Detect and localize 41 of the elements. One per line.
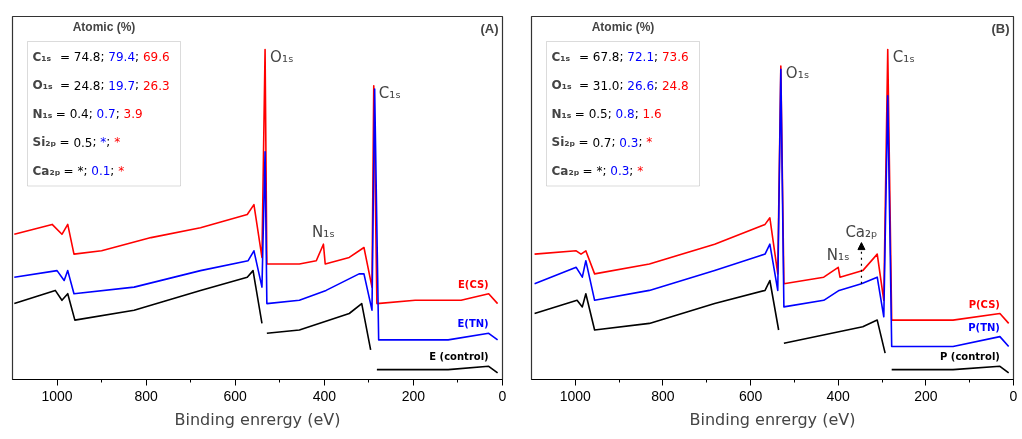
annotation: Ca₂ₚ= *; 0.1; *: [32, 163, 125, 179]
x-axis-title: Binding enrergy (eV): [174, 409, 341, 429]
x-tick-label: 0: [498, 387, 507, 404]
text: (A): [480, 20, 499, 36]
x-tick-label: 400: [312, 387, 337, 404]
x-tick-label: 1000: [559, 387, 592, 404]
annotation: Ca₂ₚ= *; 0.3; *: [551, 163, 644, 179]
x-tick-label: 800: [651, 387, 675, 404]
annotation: O₁ₛ = 24.8; 19.7; 26.3: [32, 78, 170, 93]
series-label: P (control): [940, 351, 1000, 363]
x-tick-label: 200: [914, 387, 938, 404]
annotation: C₁ₛ: [378, 83, 401, 102]
x-tick-label: 200: [401, 387, 426, 404]
annotation: C₁ₛ = 74.8; 79.4; 69.6: [32, 49, 170, 65]
series-label: E (control): [429, 351, 489, 363]
annotation: C₁ₛ: [892, 47, 915, 66]
text: Atomic (%): [72, 19, 136, 34]
x-tick-label: 800: [134, 387, 159, 404]
text: Atomic (%): [591, 19, 655, 34]
annotation: N₁ₛ: [312, 223, 335, 242]
series-label: P(TN): [968, 321, 1000, 333]
annotation: N₁ₛ= 0.5; 0.8; 1.6: [551, 106, 662, 122]
series-label: E(CS): [457, 278, 489, 290]
series-label: P(CS): [968, 298, 1000, 310]
text: (B): [991, 20, 1010, 36]
x-tick-label: 1000: [41, 387, 73, 404]
annotation: O₁ₛ = 31.0; 26.6; 24.8: [551, 78, 689, 93]
annotation: Si₂ₚ= 0.5; *; *: [32, 135, 121, 150]
annotation: Si₂ₚ= 0.7; 0.3; *: [551, 135, 653, 150]
x-tick-label: 0: [1009, 387, 1018, 404]
x-tick-label: 600: [223, 387, 248, 404]
annotation: N₁ₛ: [826, 246, 850, 265]
annotation: Ca₂ₚ: [845, 222, 878, 241]
x-tick-label: 600: [738, 387, 763, 404]
series-label: E(TN): [457, 318, 489, 330]
annotation: N₁ₛ= 0.4; 0.7; 3.9: [32, 106, 143, 122]
x-axis-title: Binding enrergy (eV): [689, 409, 856, 429]
x-tick-label: 400: [826, 387, 851, 404]
annotation: C₁ₛ = 67.8; 72.1; 73.6: [551, 49, 689, 65]
annotation: O₁ₛ: [785, 64, 810, 82]
annotation: O₁ₛ: [270, 47, 294, 66]
